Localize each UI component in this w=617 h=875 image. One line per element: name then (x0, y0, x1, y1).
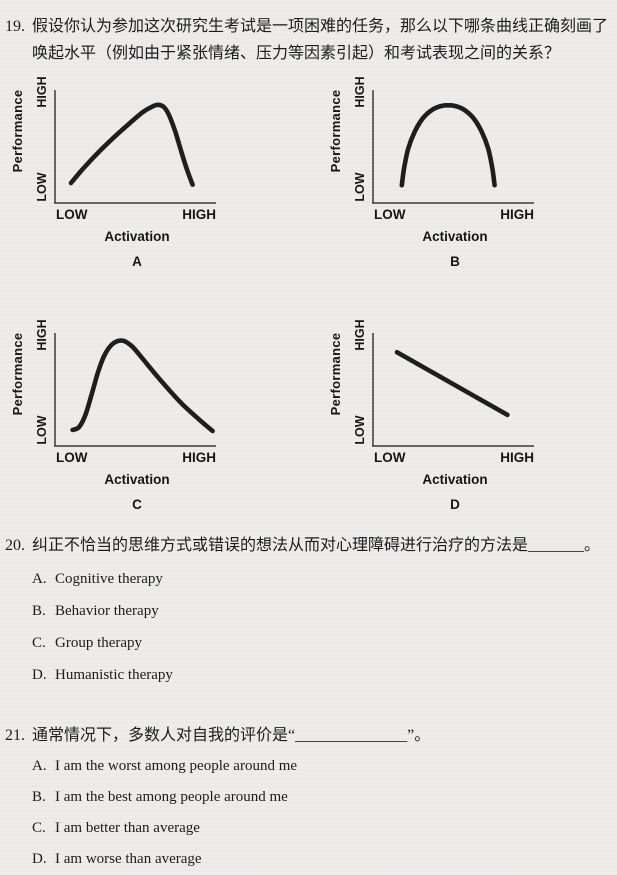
question-19-line-2: 唤起水平（例如由于紧张情绪、压力等因素引起）和考试表现之间的关系？ (32, 45, 561, 62)
chart-c: Performance HIGH LOW LOW HIGH Activation… (10, 313, 310, 513)
option-letter: B. (32, 603, 46, 619)
option-text: I am better than average (55, 820, 200, 836)
option-letter: D. (32, 851, 47, 867)
y-low-label: LOW (353, 172, 367, 201)
option-letter: B. (32, 789, 46, 805)
question-19: 19. 假设你认为参加这次研究生考试是一项困难的任务，那么以下哪条曲线正确刻画了… (5, 13, 613, 67)
chart-a-plot: Performance HIGH LOW LOW HIGH Activation… (10, 76, 216, 269)
y-low-label: LOW (353, 415, 367, 444)
option-row: D. Humanistic therapy (32, 665, 617, 685)
chart-a: Performance HIGH LOW LOW HIGH Activation… (10, 70, 310, 270)
x-axis-title: Activation (422, 472, 487, 487)
chart-c-plot: Performance HIGH LOW LOW HIGH Activation… (10, 319, 216, 512)
option-row: B. Behavior therapy (32, 601, 617, 621)
curve-a (68, 102, 195, 187)
y-low-label: LOW (35, 172, 49, 201)
option-text: Behavior therapy (55, 603, 159, 619)
x-axis-title: Activation (104, 229, 169, 244)
question-21-options: A. I am the worst among people around me… (32, 756, 617, 869)
option-letter: D. (32, 667, 47, 683)
chart-b-letter: B (450, 254, 460, 269)
option-letter: C. (32, 820, 46, 836)
x-axis-title: Activation (422, 229, 487, 244)
option-text: I am worse than average (55, 851, 202, 867)
question-21: 21. 通常情况下，多数人对自我的评价是“______________”。 A.… (5, 725, 617, 869)
chart-b-plot: Performance HIGH LOW LOW HIGH Activation… (328, 76, 534, 269)
y-high-label: HIGH (353, 76, 367, 107)
y-axis-title: Performance (10, 333, 25, 416)
curve-c (70, 338, 215, 434)
question-20-number: 20. (5, 537, 25, 554)
chart-a-letter: A (132, 254, 142, 269)
chart-c-letter: C (132, 497, 142, 512)
option-letter: C. (32, 635, 46, 651)
question-19-line-1: 假设你认为参加这次研究生考试是一项困难的任务，那么以下哪条曲线正确刻画了 (32, 18, 609, 35)
x-low-label: LOW (374, 207, 406, 222)
question-21-number: 21. (5, 727, 25, 744)
y-axis-title: Performance (328, 333, 343, 416)
question-21-stem: 通常情况下，多数人对自我的评价是“______________”。 (32, 727, 431, 744)
question-21-stem-row: 21. 通常情况下，多数人对自我的评价是“______________”。 (5, 725, 617, 747)
curve-b (399, 102, 497, 188)
y-high-label: HIGH (35, 76, 49, 107)
question-19-number: 19. (5, 18, 25, 35)
option-text: I am the best among people around me (55, 789, 288, 805)
chart-d: Performance HIGH LOW LOW HIGH Activation… (328, 313, 617, 513)
option-letter: A. (32, 758, 47, 774)
option-text: Cognitive therapy (55, 571, 163, 587)
chart-d-plot: Performance HIGH LOW LOW HIGH Activation… (328, 319, 534, 512)
question-20: 20. 纠正不恰当的思维方式或错误的想法从而对心理障碍进行治疗的方法是_____… (5, 535, 617, 685)
y-axis-title: Performance (328, 90, 343, 173)
option-row: C. Group therapy (32, 633, 617, 653)
question-19-text: 假设你认为参加这次研究生考试是一项困难的任务，那么以下哪条曲线正确刻画了 唤起水… (32, 13, 608, 67)
x-axis-title: Activation (104, 472, 169, 487)
y-high-label: HIGH (353, 319, 367, 350)
question-20-stem-row: 20. 纠正不恰当的思维方式或错误的想法从而对心理障碍进行治疗的方法是_____… (5, 535, 617, 557)
option-text: I am the worst among people around me (55, 758, 298, 774)
curve-d (394, 349, 510, 418)
option-row: B. I am the best among people around me (32, 787, 617, 807)
x-low-label: LOW (56, 450, 88, 465)
x-high-label: HIGH (500, 450, 534, 465)
option-letter: A. (32, 571, 47, 587)
option-row: C. I am better than average (32, 818, 617, 838)
chart-d-letter: D (450, 497, 460, 512)
option-row: D. I am worse than average (32, 849, 617, 869)
y-axis-title: Performance (10, 90, 25, 173)
option-row: A. I am the worst among people around me (32, 756, 617, 776)
option-text: Humanistic therapy (55, 667, 173, 683)
option-text: Group therapy (55, 635, 143, 651)
y-low-label: LOW (35, 415, 49, 444)
option-row: A. Cognitive therapy (32, 569, 617, 589)
x-low-label: LOW (374, 450, 406, 465)
x-low-label: LOW (56, 207, 88, 222)
y-high-label: HIGH (35, 319, 49, 350)
question-20-stem: 纠正不恰当的思维方式或错误的想法从而对心理障碍进行治疗的方法是_______。 (32, 537, 601, 554)
question-20-options: A. Cognitive therapy B. Behavior therapy… (32, 569, 617, 685)
chart-b: Performance HIGH LOW LOW HIGH Activation… (328, 70, 617, 270)
x-high-label: HIGH (500, 207, 534, 222)
x-high-label: HIGH (182, 450, 216, 465)
x-high-label: HIGH (182, 207, 216, 222)
